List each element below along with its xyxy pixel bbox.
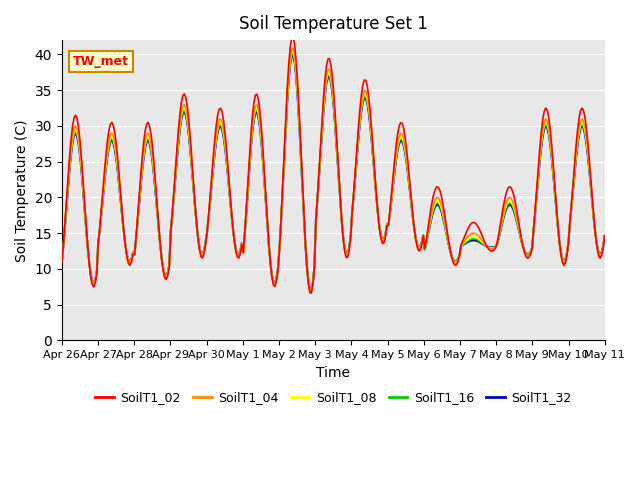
SoilT1_16: [247, 144, 255, 150]
SoilT1_02: [297, 144, 305, 149]
SoilT1_16: [601, 233, 609, 239]
Legend: SoilT1_02, SoilT1_04, SoilT1_08, SoilT1_16, SoilT1_32: SoilT1_02, SoilT1_04, SoilT1_08, SoilT1_…: [90, 386, 577, 409]
SoilT1_02: [247, 132, 255, 137]
SoilT1_16: [220, 133, 227, 139]
SoilT1_16: [308, 288, 316, 293]
SoilT1_16: [297, 152, 305, 157]
SoilT1_32: [238, 240, 246, 246]
SoilT1_16: [58, 259, 66, 264]
SoilT1_08: [247, 143, 255, 148]
Line: SoilT1_04: SoilT1_04: [62, 48, 605, 291]
SoilT1_04: [308, 288, 316, 294]
SoilT1_08: [238, 240, 246, 246]
SoilT1_32: [58, 258, 66, 264]
SoilT1_04: [238, 241, 246, 247]
SoilT1_02: [289, 35, 297, 40]
Text: TW_met: TW_met: [73, 55, 129, 68]
SoilT1_08: [573, 140, 581, 145]
SoilT1_32: [308, 287, 316, 292]
SoilT1_02: [308, 290, 316, 296]
Line: SoilT1_32: SoilT1_32: [62, 55, 605, 289]
SoilT1_16: [125, 258, 132, 264]
SoilT1_32: [573, 143, 581, 148]
SoilT1_04: [125, 259, 132, 264]
SoilT1_02: [125, 261, 132, 266]
SoilT1_04: [573, 137, 581, 143]
Y-axis label: Soil Temperature (C): Soil Temperature (C): [15, 119, 29, 262]
SoilT1_32: [601, 233, 609, 239]
SoilT1_04: [289, 45, 297, 51]
SoilT1_02: [601, 233, 609, 239]
SoilT1_02: [573, 128, 581, 133]
SoilT1_16: [238, 240, 246, 246]
SoilT1_04: [58, 259, 66, 264]
SoilT1_32: [125, 257, 132, 263]
SoilT1_04: [247, 140, 255, 145]
SoilT1_08: [220, 131, 227, 137]
SoilT1_32: [289, 52, 297, 58]
SoilT1_08: [125, 258, 132, 264]
Line: SoilT1_08: SoilT1_08: [62, 51, 605, 290]
SoilT1_08: [58, 258, 66, 264]
SoilT1_04: [297, 149, 305, 155]
SoilT1_32: [297, 152, 305, 158]
SoilT1_16: [573, 142, 581, 147]
Title: Soil Temperature Set 1: Soil Temperature Set 1: [239, 15, 428, 33]
SoilT1_08: [308, 288, 316, 293]
Line: SoilT1_02: SoilT1_02: [62, 37, 605, 293]
SoilT1_02: [220, 119, 227, 124]
SoilT1_32: [247, 145, 255, 151]
SoilT1_08: [601, 233, 609, 239]
SoilT1_32: [220, 134, 227, 140]
SoilT1_16: [289, 51, 297, 57]
SoilT1_08: [289, 48, 297, 54]
SoilT1_04: [601, 233, 609, 239]
SoilT1_02: [58, 259, 66, 264]
SoilT1_08: [297, 151, 305, 156]
X-axis label: Time: Time: [316, 366, 350, 380]
SoilT1_02: [238, 242, 246, 248]
Line: SoilT1_16: SoilT1_16: [62, 54, 605, 290]
SoilT1_04: [220, 128, 227, 134]
